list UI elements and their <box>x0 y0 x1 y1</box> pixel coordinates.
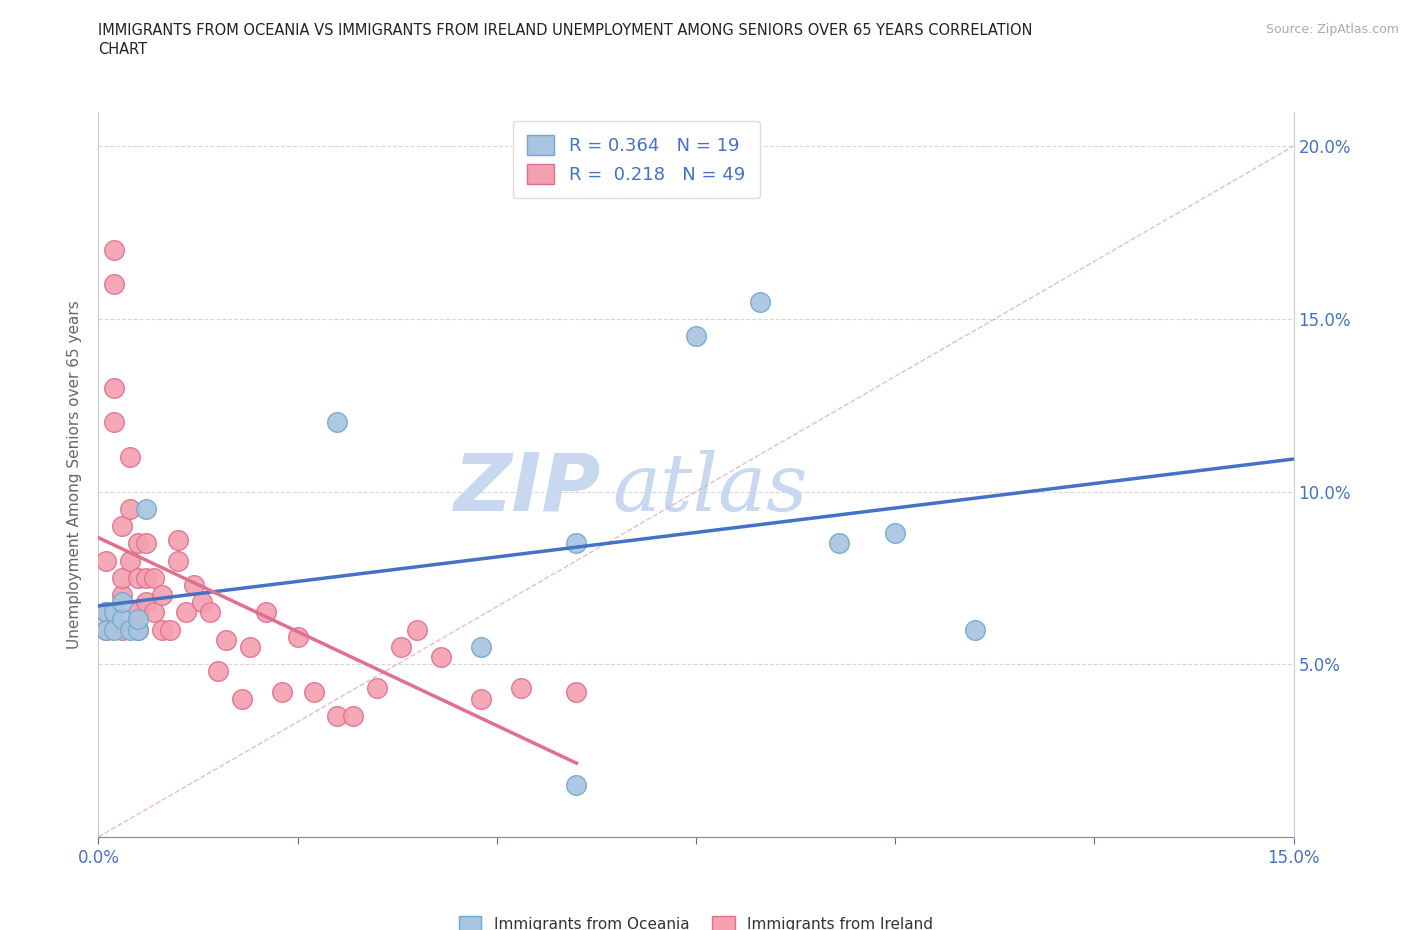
Point <box>183 578 205 592</box>
Text: atlas: atlas <box>613 450 807 527</box>
Point <box>565 777 588 792</box>
Point <box>231 691 253 706</box>
Point <box>135 594 157 609</box>
Point <box>326 415 349 430</box>
Point <box>96 622 118 637</box>
Point <box>96 622 118 637</box>
Point <box>389 640 412 655</box>
Point <box>103 415 125 430</box>
Point <box>111 612 134 627</box>
Point <box>135 570 157 585</box>
Point <box>127 622 149 637</box>
Point <box>120 501 142 516</box>
Point <box>167 533 190 548</box>
Point <box>96 605 118 620</box>
Point <box>111 622 134 637</box>
Point <box>167 553 190 568</box>
Point <box>963 622 986 637</box>
Point <box>302 684 325 699</box>
Point <box>111 594 134 609</box>
Point <box>239 640 262 655</box>
Point <box>127 622 149 637</box>
Point <box>270 684 292 699</box>
Point <box>198 605 221 620</box>
Point <box>174 605 197 620</box>
Point <box>96 605 118 620</box>
Point <box>143 570 166 585</box>
Point <box>685 328 707 343</box>
Point <box>135 536 157 551</box>
Text: CHART: CHART <box>98 42 148 57</box>
Point <box>111 519 134 534</box>
Legend: Immigrants from Oceania, Immigrants from Ireland: Immigrants from Oceania, Immigrants from… <box>453 910 939 930</box>
Point <box>287 630 309 644</box>
Point <box>366 681 388 696</box>
Point <box>120 553 142 568</box>
Point <box>254 605 277 620</box>
Point <box>120 449 142 464</box>
Point <box>111 588 134 603</box>
Point <box>103 380 125 395</box>
Point <box>207 664 229 679</box>
Point <box>470 691 492 706</box>
Point <box>150 622 173 637</box>
Point <box>884 525 907 540</box>
Point <box>215 632 238 647</box>
Point <box>103 605 125 620</box>
Text: Source: ZipAtlas.com: Source: ZipAtlas.com <box>1265 23 1399 36</box>
Point <box>103 243 125 258</box>
Point <box>103 622 125 637</box>
Point <box>509 681 531 696</box>
Point <box>430 650 453 665</box>
Text: IMMIGRANTS FROM OCEANIA VS IMMIGRANTS FROM IRELAND UNEMPLOYMENT AMONG SENIORS OV: IMMIGRANTS FROM OCEANIA VS IMMIGRANTS FR… <box>98 23 1033 38</box>
Point <box>342 709 364 724</box>
Point <box>127 612 149 627</box>
Point <box>406 622 429 637</box>
Point <box>565 684 588 699</box>
Point <box>111 570 134 585</box>
Point <box>326 709 349 724</box>
Point <box>96 553 118 568</box>
Point <box>143 605 166 620</box>
Point <box>470 640 492 655</box>
Point <box>135 501 157 516</box>
Point <box>191 594 214 609</box>
Point <box>150 588 173 603</box>
Point <box>127 605 149 620</box>
Point <box>565 536 588 551</box>
Y-axis label: Unemployment Among Seniors over 65 years: Unemployment Among Seniors over 65 years <box>67 300 83 649</box>
Point <box>159 622 181 637</box>
Point <box>748 294 770 309</box>
Point <box>127 536 149 551</box>
Point <box>127 570 149 585</box>
Point <box>828 536 851 551</box>
Text: ZIP: ZIP <box>453 450 600 528</box>
Point <box>120 622 142 637</box>
Point <box>103 277 125 292</box>
